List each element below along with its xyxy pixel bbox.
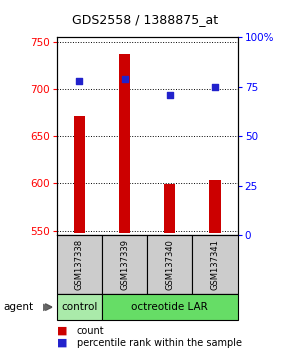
Text: ■: ■ [57,326,67,336]
Text: GSM137339: GSM137339 [120,239,129,290]
Text: agent: agent [3,302,33,312]
Text: GSM137340: GSM137340 [165,239,174,290]
Bar [102,235,147,294]
Text: GSM137341: GSM137341 [211,239,220,290]
Text: control: control [61,302,97,312]
Bar [164,184,175,233]
Point [122,76,127,82]
Point [168,92,172,97]
Bar [193,235,238,294]
Point [213,84,218,90]
Text: ▶: ▶ [43,302,50,312]
Bar [57,294,102,320]
Bar [74,115,85,233]
Bar [147,235,193,294]
Text: GSM137338: GSM137338 [75,239,84,290]
Bar [102,294,238,320]
Bar [119,54,130,233]
Bar [57,235,102,294]
Text: ■: ■ [57,338,67,348]
Point [77,78,81,84]
Bar [209,180,221,233]
Text: octreotide LAR: octreotide LAR [131,302,208,312]
Text: percentile rank within the sample: percentile rank within the sample [77,338,242,348]
Text: GDS2558 / 1388875_at: GDS2558 / 1388875_at [72,13,218,26]
Text: count: count [77,326,104,336]
